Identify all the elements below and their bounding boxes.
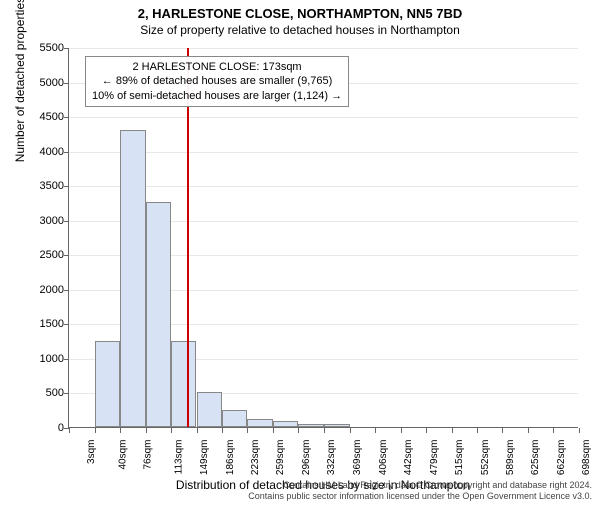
xtick-mark [247,428,248,433]
ytick-mark [64,48,69,49]
histogram-bar [298,424,324,427]
xtick-label: 406sqm [378,440,389,476]
footer-line2: Contains public sector information licen… [248,491,592,502]
ytick-label: 3500 [24,180,64,192]
ytick-label: 500 [24,387,64,399]
xtick-label: 223sqm [250,440,261,476]
xtick-mark [146,428,147,433]
xtick-mark [324,428,325,433]
ytick-label: 4500 [24,111,64,123]
annotation-box: 2 HARLESTONE CLOSE: 173sqm← 89% of detac… [85,56,349,107]
page-title-line1: 2, HARLESTONE CLOSE, NORTHAMPTON, NN5 7B… [0,6,600,21]
ytick-label: 4000 [24,146,64,158]
xtick-mark [95,428,96,433]
xtick-label: 76sqm [142,440,153,470]
xtick-mark [273,428,274,433]
histogram-bar [146,202,171,427]
xtick-mark [350,428,351,433]
ytick-label: 5500 [24,42,64,54]
histogram-bar [247,419,273,427]
xtick-mark [222,428,223,433]
ytick-label: 2500 [24,249,64,261]
xtick-mark [120,428,121,433]
xtick-label: 186sqm [225,440,236,476]
xtick-mark [426,428,427,433]
footer-line1: Contains HM Land Registry data © Crown c… [248,480,592,491]
ytick-mark [64,117,69,118]
plot-area: 3sqm40sqm76sqm113sqm149sqm186sqm223sqm25… [68,48,578,428]
xtick-label: 479sqm [429,440,440,476]
xtick-label: 698sqm [581,440,592,476]
ytick-mark [64,186,69,187]
xtick-mark [375,428,376,433]
ytick-mark [64,324,69,325]
xtick-label: 332sqm [326,440,337,476]
histogram-bar [222,410,247,427]
xtick-label: 259sqm [275,440,286,476]
ytick-mark [64,152,69,153]
xtick-mark [553,428,554,433]
xtick-mark [528,428,529,433]
xtick-mark [298,428,299,433]
xtick-mark [171,428,172,433]
ytick-mark [64,83,69,84]
xtick-label: 149sqm [199,440,210,476]
xtick-label: 552sqm [480,440,491,476]
histogram-bar [95,341,120,427]
xtick-label: 442sqm [403,440,414,476]
xtick-label: 3sqm [86,440,97,464]
xtick-mark [197,428,198,433]
ytick-mark [64,255,69,256]
xtick-mark [477,428,478,433]
page-title-line2: Size of property relative to detached ho… [0,23,600,37]
xtick-label: 662sqm [556,440,567,476]
xtick-label: 625sqm [530,440,541,476]
ytick-mark [64,221,69,222]
gridline [69,117,578,118]
xtick-label: 113sqm [173,440,184,475]
xtick-mark [452,428,453,433]
xtick-label: 369sqm [352,440,363,476]
xtick-label: 515sqm [454,440,465,476]
annotation-line: 10% of semi-detached houses are larger (… [92,89,342,103]
ytick-label: 1500 [24,318,64,330]
ytick-label: 5000 [24,77,64,89]
annotation-line: ← 89% of detached houses are smaller (9,… [92,74,342,88]
footer: Contains HM Land Registry data © Crown c… [248,480,592,502]
histogram-bar [273,421,298,427]
chart-container: Number of detached properties 3sqm40sqm7… [68,48,578,428]
ytick-label: 2000 [24,284,64,296]
xtick-label: 40sqm [117,440,128,470]
xtick-mark [69,428,70,433]
ytick-mark [64,359,69,360]
xtick-mark [401,428,402,433]
histogram-bar [171,341,197,427]
annotation-line: 2 HARLESTONE CLOSE: 173sqm [92,60,342,74]
ytick-mark [64,290,69,291]
xtick-mark [502,428,503,433]
ytick-label: 0 [24,422,64,434]
histogram-bar [120,130,146,427]
xtick-label: 589sqm [505,440,516,476]
gridline [69,48,578,49]
xtick-label: 296sqm [301,440,312,476]
histogram-bar [197,392,223,427]
xtick-mark [579,428,580,433]
ytick-label: 1000 [24,353,64,365]
histogram-bar [324,424,350,427]
ytick-label: 3000 [24,215,64,227]
ytick-mark [64,393,69,394]
